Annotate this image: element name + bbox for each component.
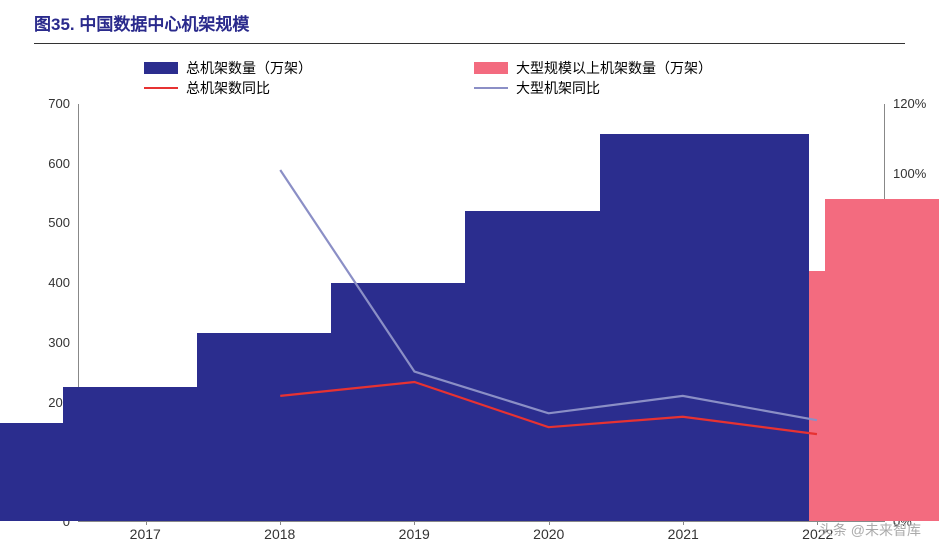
- watermark: 头条 @未来智库: [819, 520, 921, 540]
- lines-overlay: [79, 104, 884, 521]
- y-left-tick: 700: [30, 96, 70, 111]
- y-right-tick: 120%: [893, 96, 933, 111]
- chart-title: 图35. 中国数据中心机架规模: [34, 10, 905, 41]
- line-large-yoy: [280, 170, 817, 420]
- swatch-total-bar: [144, 62, 178, 74]
- swatch-large-line: [474, 87, 508, 89]
- y-left-tick: 500: [30, 215, 70, 230]
- legend-label: 总机架数量（万架）: [186, 58, 312, 78]
- legend: 总机架数量（万架） 大型规模以上机架数量（万架） 总机架数同比 大型机架同比: [144, 58, 879, 98]
- swatch-total-line: [144, 87, 178, 89]
- legend-label: 大型机架同比: [516, 78, 600, 98]
- legend-item-total-line: 总机架数同比: [144, 78, 474, 98]
- x-label: 2019: [399, 526, 430, 542]
- x-axis-labels: 201720182019202020212022: [78, 522, 885, 542]
- title-underline: [34, 43, 905, 44]
- y-right-tick: 100%: [893, 166, 933, 181]
- x-label: 2020: [533, 526, 564, 542]
- legend-item-total-bar: 总机架数量（万架）: [144, 58, 474, 78]
- swatch-large-bar: [474, 62, 508, 74]
- x-label: 2017: [130, 526, 161, 542]
- x-label: 2018: [264, 526, 295, 542]
- legend-label: 总机架数同比: [186, 78, 270, 98]
- legend-item-large-bar: 大型规模以上机架数量（万架）: [474, 58, 804, 78]
- legend-label: 大型规模以上机架数量（万架）: [516, 58, 712, 78]
- y-left-tick: 600: [30, 156, 70, 171]
- line-total-yoy: [280, 382, 817, 434]
- x-label: 2021: [668, 526, 699, 542]
- y-left-tick: 300: [30, 335, 70, 350]
- plot-area: [78, 104, 885, 522]
- legend-item-large-line: 大型机架同比: [474, 78, 804, 98]
- chart-area: 总机架数量（万架） 大型规模以上机架数量（万架） 总机架数同比 大型机架同比 0…: [44, 64, 919, 542]
- y-left-tick: 400: [30, 275, 70, 290]
